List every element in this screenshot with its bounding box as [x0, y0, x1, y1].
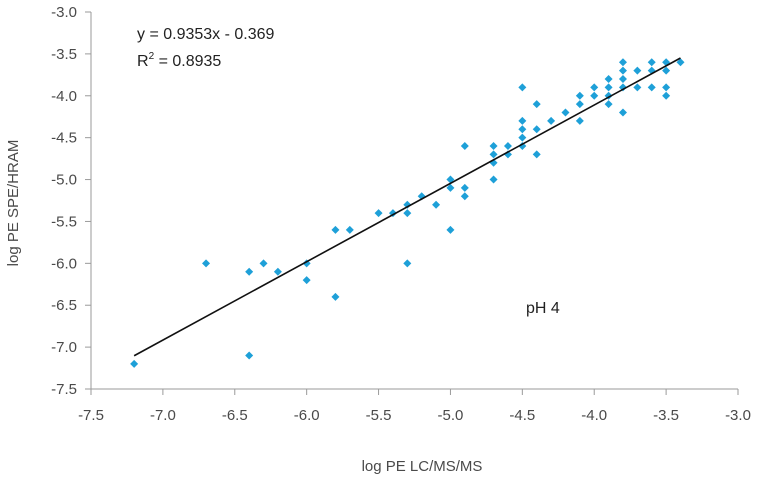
- data-point: [446, 226, 454, 234]
- data-point: [576, 100, 584, 108]
- x-tick-label: -6.0: [294, 407, 320, 424]
- y-axis-ticks: -3.0 -3.5 -4.0 -4.5 -5.0 -5.5 -6.0 -6.5 -7.0 -7.5: [51, 4, 91, 398]
- data-point: [533, 150, 541, 158]
- data-point: [619, 67, 627, 75]
- trendline: [134, 58, 680, 356]
- x-tick-label: -5.0: [438, 407, 464, 424]
- data-point: [461, 192, 469, 200]
- x-tick-label: -4.5: [509, 407, 535, 424]
- data-point: [303, 276, 311, 284]
- data-point: [619, 109, 627, 117]
- data-point: [461, 184, 469, 192]
- data-point: [662, 92, 670, 100]
- data-point: [662, 83, 670, 91]
- y-tick-label: -6.5: [51, 297, 77, 314]
- y-tick-label: -3.0: [51, 4, 77, 21]
- data-point: [533, 125, 541, 133]
- data-point: [619, 58, 627, 66]
- data-point: [403, 209, 411, 217]
- data-point: [619, 75, 627, 83]
- data-point: [633, 67, 641, 75]
- data-point: [576, 117, 584, 125]
- x-axis-ticks: -7.5 -7.0 -6.5 -6.0 -5.5 -5.0 -4.5 -4.0 -3.5 -3.0: [78, 389, 751, 424]
- equation-label: y = 0.9353x - 0.369: [137, 26, 275, 43]
- data-point: [518, 117, 526, 125]
- y-tick-label: -3.5: [51, 46, 77, 63]
- x-axis-title: log PE LC/MS/MS: [362, 458, 483, 475]
- r-squared-label: R2 = 0.8935: [137, 51, 221, 70]
- y-tick-label: -4.5: [51, 130, 77, 147]
- x-tick-label: -4.0: [581, 407, 607, 424]
- data-point: [490, 142, 498, 150]
- data-point: [461, 142, 469, 150]
- data-point: [605, 100, 613, 108]
- data-point: [331, 293, 339, 301]
- data-point: [504, 142, 512, 150]
- data-point: [490, 176, 498, 184]
- r-squared-prefix: R: [137, 53, 149, 70]
- r-squared-value: = 0.8935: [154, 53, 221, 70]
- y-tick-label: -6.0: [51, 255, 77, 272]
- data-point: [130, 360, 138, 368]
- data-point: [533, 100, 541, 108]
- ph-annotation: pH 4: [526, 300, 560, 317]
- data-point: [375, 209, 383, 217]
- data-point: [403, 259, 411, 267]
- y-tick-label: -7.0: [51, 339, 77, 356]
- x-tick-label: -3.0: [725, 407, 751, 424]
- data-point: [561, 109, 569, 117]
- y-tick-label: -5.0: [51, 172, 77, 189]
- x-tick-label: -7.0: [150, 407, 176, 424]
- data-point: [518, 125, 526, 133]
- data-point: [274, 268, 282, 276]
- data-point: [605, 75, 613, 83]
- data-point: [518, 134, 526, 142]
- data-point: [605, 83, 613, 91]
- data-point: [590, 83, 598, 91]
- y-axis-title: log PE SPE/HRAM: [5, 140, 22, 267]
- data-point: [432, 201, 440, 209]
- y-tick-label: -4.0: [51, 88, 77, 105]
- data-point: [547, 117, 555, 125]
- data-point: [346, 226, 354, 234]
- data-point: [648, 83, 656, 91]
- data-points: [130, 58, 684, 368]
- data-point: [490, 150, 498, 158]
- x-tick-label: -7.5: [78, 407, 104, 424]
- data-point: [260, 259, 268, 267]
- data-point: [202, 259, 210, 267]
- data-point: [518, 83, 526, 91]
- data-point: [245, 268, 253, 276]
- x-tick-label: -3.5: [653, 407, 679, 424]
- x-tick-label: -6.5: [222, 407, 248, 424]
- x-tick-label: -5.5: [366, 407, 392, 424]
- data-point: [576, 92, 584, 100]
- data-point: [590, 92, 598, 100]
- data-point: [331, 226, 339, 234]
- data-point: [245, 351, 253, 359]
- y-tick-label: -7.5: [51, 381, 77, 398]
- y-tick-label: -5.5: [51, 213, 77, 230]
- data-point: [633, 83, 641, 91]
- data-point: [648, 58, 656, 66]
